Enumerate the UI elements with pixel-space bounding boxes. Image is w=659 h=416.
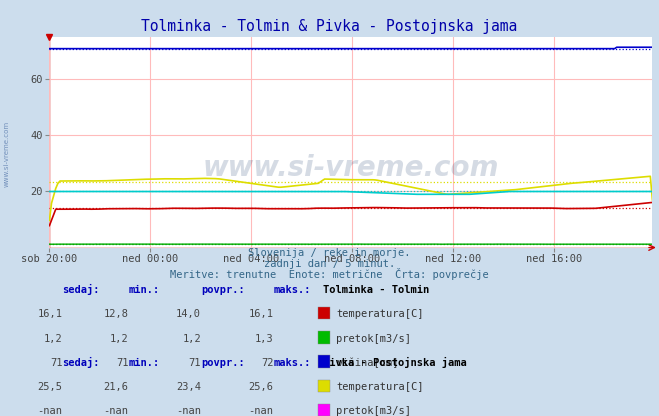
Text: 1,2: 1,2 [110,334,129,344]
Text: pretok[m3/s]: pretok[m3/s] [336,406,411,416]
Text: -nan: -nan [103,406,129,416]
Text: zadnji dan / 5 minut.: zadnji dan / 5 minut. [264,259,395,269]
Text: 1,3: 1,3 [255,334,273,344]
Text: min.:: min.: [129,358,159,368]
Text: www.si-vreme.com: www.si-vreme.com [203,154,499,182]
Text: 12,8: 12,8 [103,310,129,319]
Text: maks.:: maks.: [273,358,311,368]
Text: sedaj:: sedaj: [63,357,100,368]
Text: 16,1: 16,1 [248,310,273,319]
Text: povpr.:: povpr.: [201,285,244,295]
Text: 1,2: 1,2 [183,334,201,344]
Text: 14,0: 14,0 [176,310,201,319]
Text: -nan: -nan [38,406,63,416]
Text: sedaj:: sedaj: [63,284,100,295]
Text: 72: 72 [261,358,273,368]
Text: Meritve: trenutne  Enote: metrične  Črta: povprečje: Meritve: trenutne Enote: metrične Črta: … [170,268,489,280]
Text: povpr.:: povpr.: [201,358,244,368]
Text: pretok[m3/s]: pretok[m3/s] [336,334,411,344]
Text: Tolminka - Tolmin & Pivka - Postojnska jama: Tolminka - Tolmin & Pivka - Postojnska j… [142,19,517,34]
Text: 71: 71 [50,358,63,368]
Text: 71: 71 [116,358,129,368]
Text: višina[cm]: višina[cm] [336,357,399,368]
Text: www.si-vreme.com: www.si-vreme.com [3,121,10,187]
Text: 25,6: 25,6 [248,382,273,392]
Text: -nan: -nan [176,406,201,416]
Text: maks.:: maks.: [273,285,311,295]
Text: 21,6: 21,6 [103,382,129,392]
Text: Pivka - Postojnska jama: Pivka - Postojnska jama [323,357,467,368]
Text: -nan: -nan [248,406,273,416]
Text: Tolminka - Tolmin: Tolminka - Tolmin [323,285,429,295]
Text: min.:: min.: [129,285,159,295]
Text: 1,2: 1,2 [44,334,63,344]
Text: 16,1: 16,1 [38,310,63,319]
Text: Slovenija / reke in morje.: Slovenija / reke in morje. [248,248,411,258]
Text: 25,5: 25,5 [38,382,63,392]
Text: 71: 71 [188,358,201,368]
Text: temperatura[C]: temperatura[C] [336,310,424,319]
Text: temperatura[C]: temperatura[C] [336,382,424,392]
Text: 23,4: 23,4 [176,382,201,392]
